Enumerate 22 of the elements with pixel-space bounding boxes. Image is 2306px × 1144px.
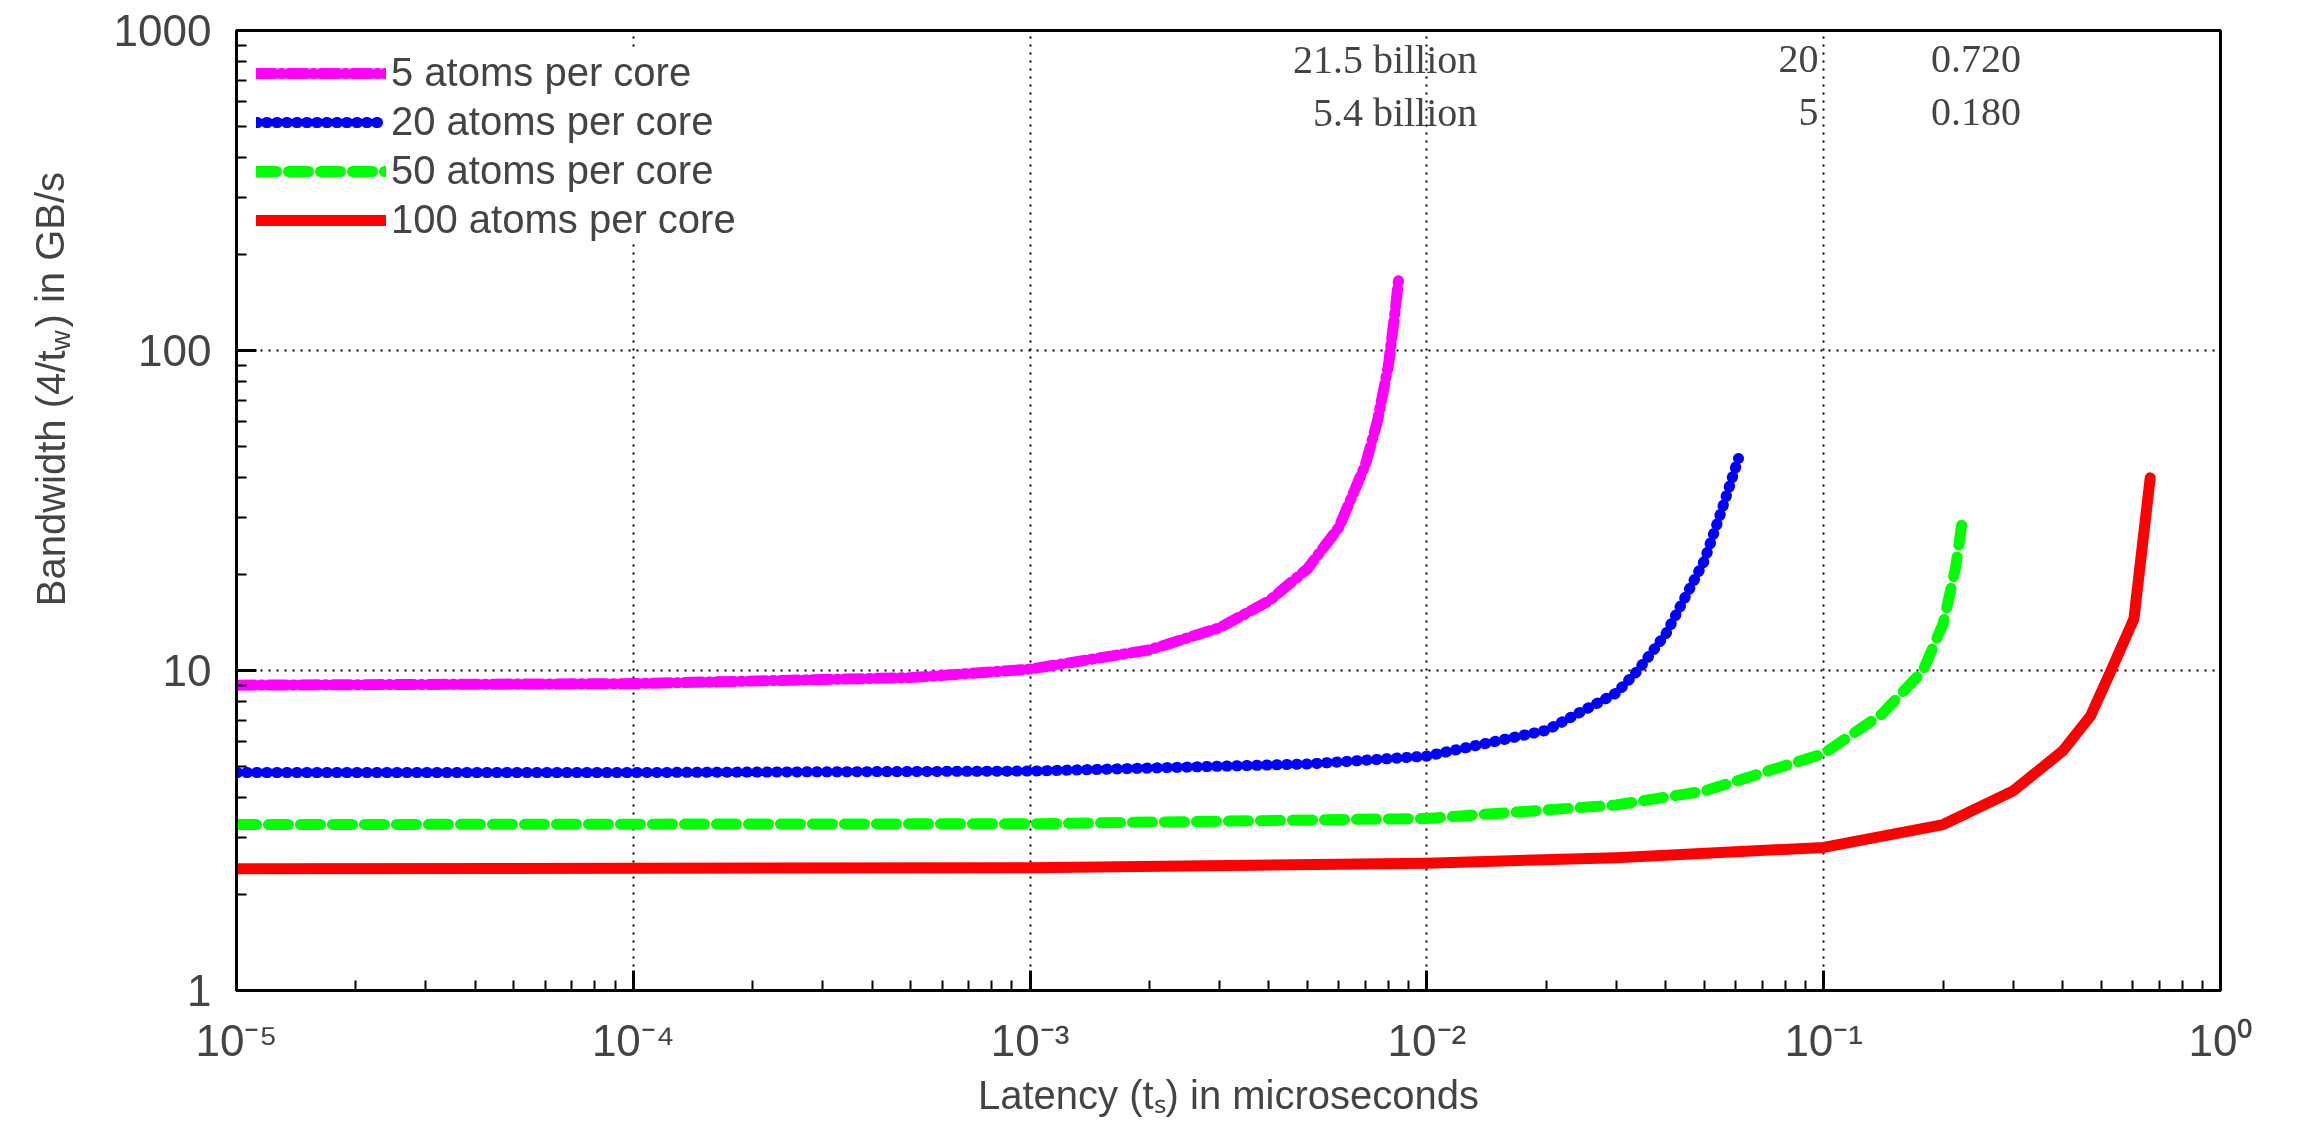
annotation: 20 (1778, 36, 1819, 82)
x-tick-label: 10⁻¹ (1784, 1015, 1863, 1065)
y-tick-label: 100 (138, 326, 212, 375)
x-tick-label: 10⁻⁵ (195, 1015, 278, 1065)
legend-label: 5 atoms per core (391, 50, 692, 95)
legend-label: 100 atoms per core (391, 197, 736, 242)
x-axis-title: Latency (tₛ) in microseconds (977, 1072, 1480, 1117)
legend-label: 50 atoms per core (391, 148, 714, 193)
y-tick-label: 1000 (113, 6, 212, 55)
annotation: 0.180 (1931, 89, 2021, 135)
annotation: 21.5 billion (1292, 36, 1478, 82)
annotation: 0.720 (1931, 36, 2021, 82)
annotation: 5.4 billion (1312, 89, 1478, 135)
y-tick-label: 10 (162, 646, 212, 695)
x-tick-label: 10⁻⁴ (591, 1015, 675, 1065)
y-axis-title: Bandwidth (4/tw) in GB/s (28, 171, 76, 607)
legend-label: 20 atoms per core (391, 99, 714, 144)
x-tick-label: 10⁰ (2188, 1015, 2253, 1065)
annotation: 5 (1798, 89, 1819, 135)
x-tick-label: 10⁻² (1387, 1015, 1467, 1065)
x-tick-label: 10⁻³ (990, 1015, 1070, 1065)
y-tick-label: 1 (187, 966, 212, 1015)
